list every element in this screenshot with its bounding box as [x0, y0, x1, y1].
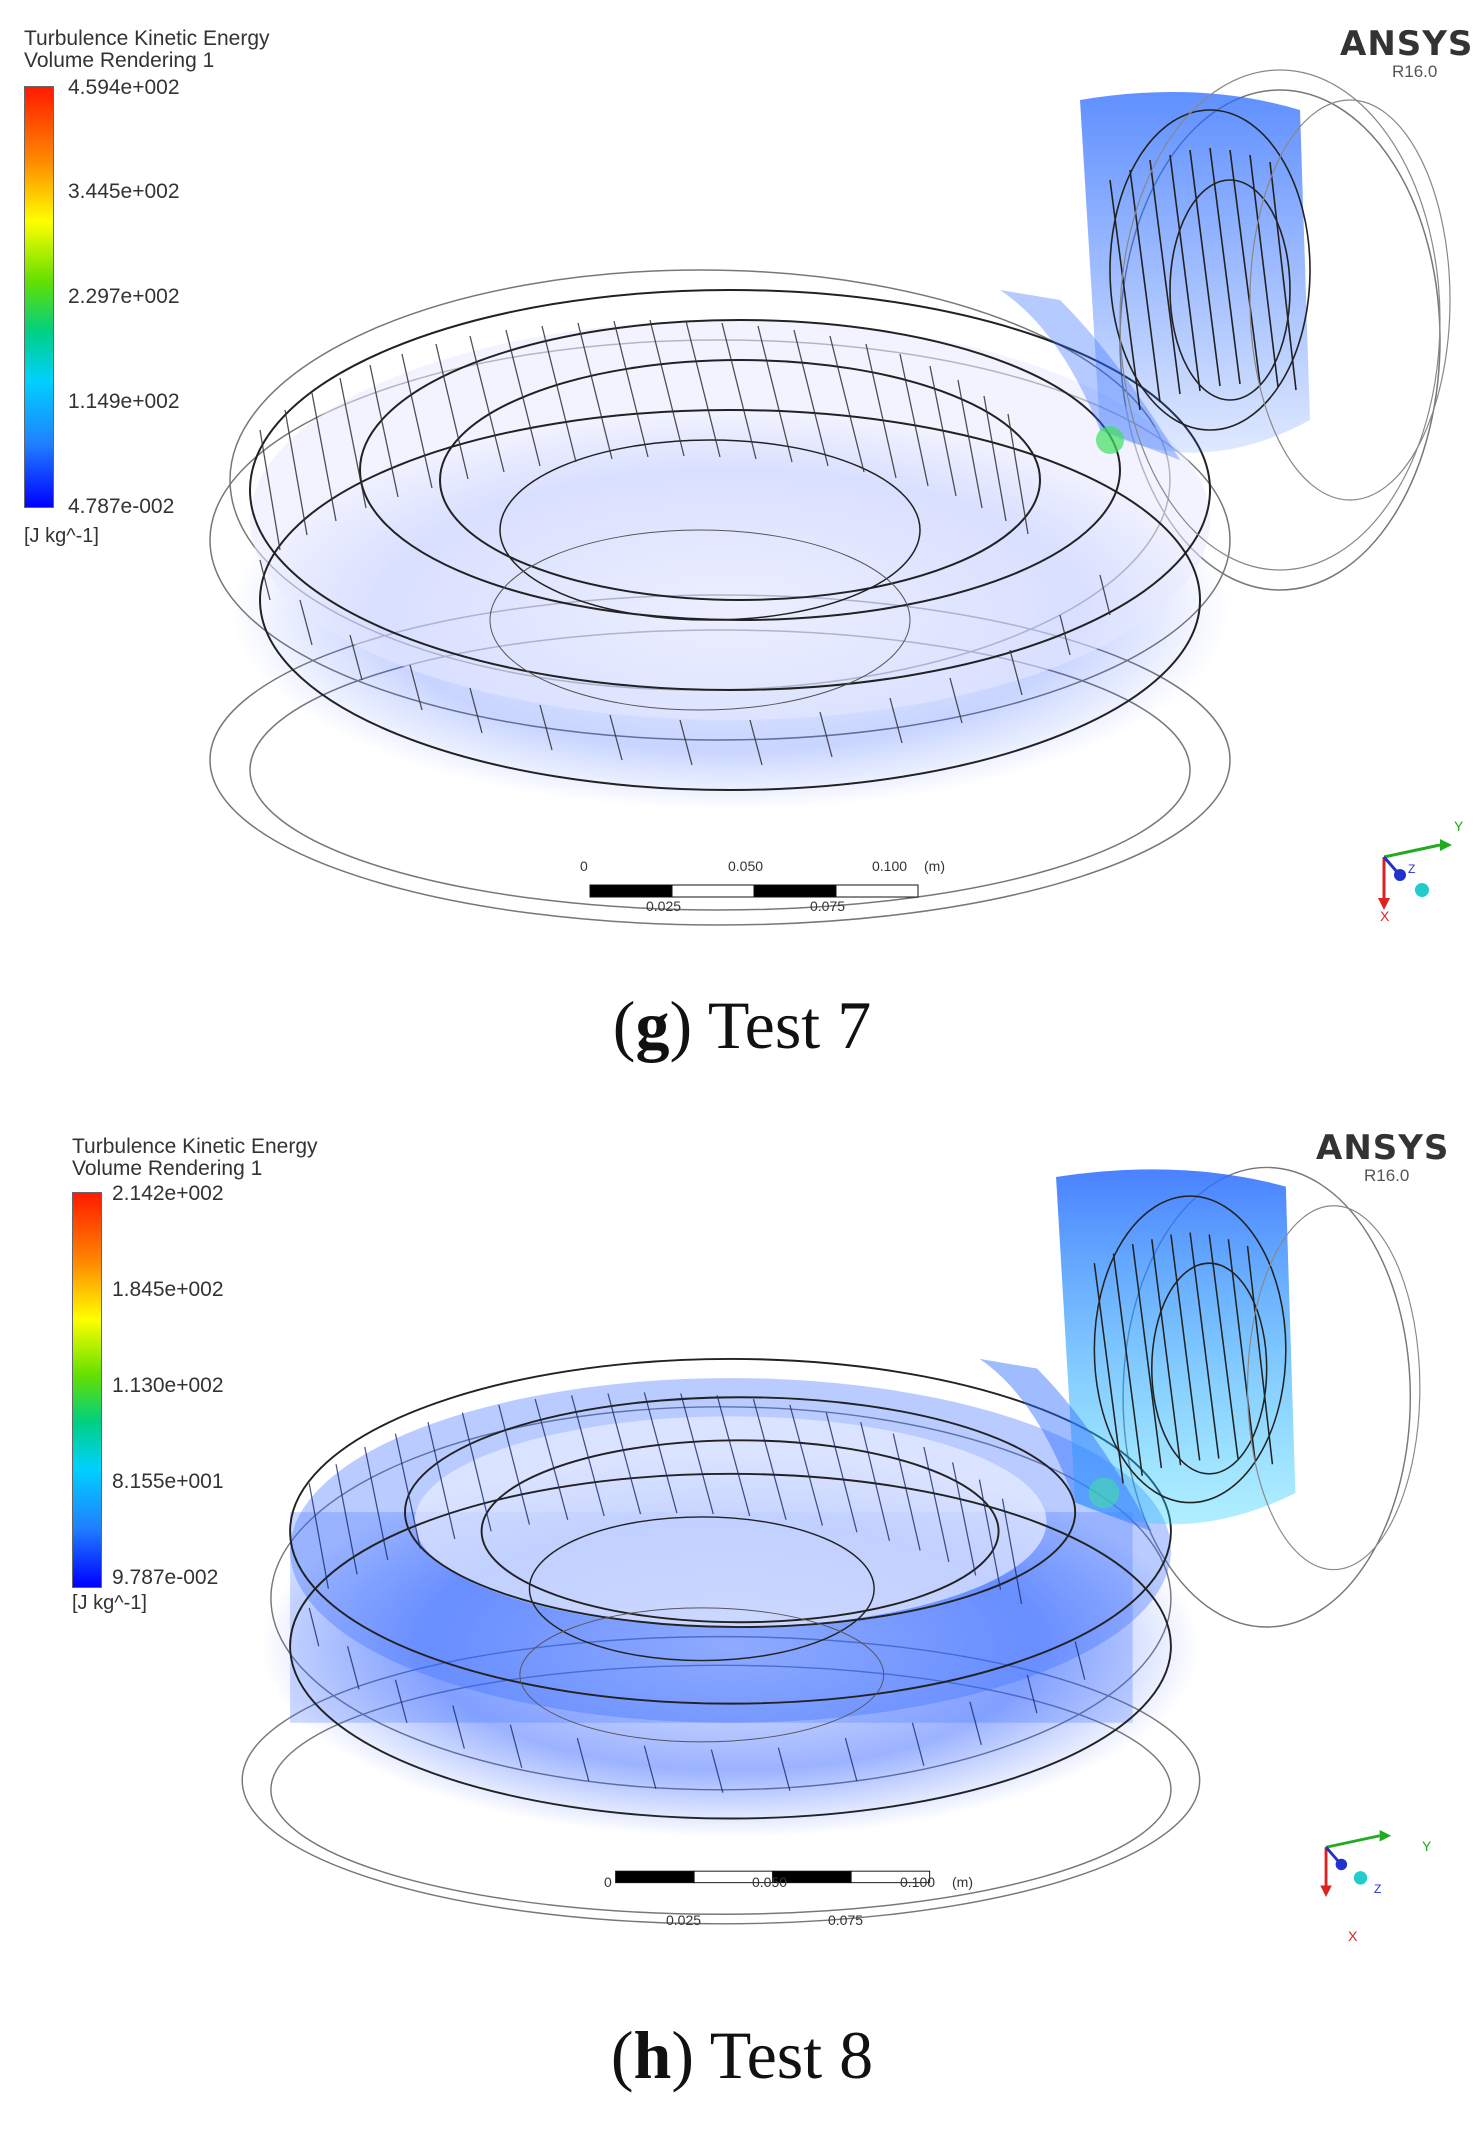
legend-value: 8.155e+001 [112, 1470, 224, 1493]
legend-title: Turbulence Kinetic Energy [24, 27, 270, 50]
mesh-hotspot [1096, 426, 1124, 454]
axis-z-label: Z [1374, 1882, 1382, 1896]
legend-subtitle: Volume Rendering 1 [24, 49, 215, 72]
legend-title: Turbulence Kinetic Energy [72, 1135, 318, 1158]
caption-text: Test 8 [709, 2017, 874, 2093]
scale-label: 0 [580, 858, 588, 874]
caption-g: (g) Test 7 [612, 987, 872, 1063]
legend-unit: [J kg^-1] [24, 525, 99, 547]
ansys-version: R16.0 [1364, 1166, 1410, 1185]
scale-label: 0.025 [646, 898, 682, 914]
scale-label: 0.050 [728, 858, 764, 874]
axis-x-label: X [1380, 908, 1390, 924]
scale-label: 0.100 [872, 858, 908, 874]
pinion-gear [1000, 69, 1451, 571]
axis-triad [1378, 839, 1452, 910]
legend-subtitle: Volume Rendering 1 [72, 1157, 263, 1180]
scale-label: 0.050 [752, 1874, 788, 1890]
axis-triad [1320, 1830, 1392, 1898]
legend-max-value: 4.594e+002 [68, 76, 180, 99]
legend-unit: [J kg^-1] [72, 1592, 147, 1614]
caption-letter: h [633, 2017, 672, 2093]
legend-value: 2.297e+002 [68, 285, 180, 308]
legend-max-value: 2.142e+002 [112, 1182, 224, 1205]
legend-min-value: 9.787e-002 [112, 1566, 219, 1589]
figure-panel-g: Turbulence Kinetic Energy Volume Renderi… [0, 0, 1484, 940]
ansys-version: R16.0 [1392, 62, 1438, 81]
axis-y-label: Y [1422, 1838, 1432, 1854]
ansys-logo: ANSYS [1316, 1128, 1450, 1168]
scale-label: 0 [604, 1874, 612, 1890]
scale-label: 0.075 [828, 1912, 864, 1928]
scale-label: 0.025 [666, 1912, 702, 1928]
scale-bar [615, 1870, 931, 1884]
legend-value: 3.445e+002 [68, 180, 180, 203]
figure-panel-h: Turbulence Kinetic Energy Volume Renderi… [0, 1110, 1484, 2010]
caption-text: Test 7 [707, 987, 872, 1063]
axis-z-label: Z [1408, 862, 1416, 876]
axis-y-label: Y [1454, 818, 1464, 834]
cfd-render-h [241, 1166, 1421, 1925]
legend-value: 1.130e+002 [112, 1374, 224, 1397]
axis-x-label: X [1348, 1928, 1358, 1944]
caption-h: (h) Test 8 [610, 2017, 874, 2093]
scale-bar [589, 884, 919, 898]
color-legend-bar [72, 1192, 102, 1588]
legend-value: 1.845e+002 [112, 1278, 224, 1301]
bevel-gear-ring [249, 289, 1211, 791]
legend-min-value: 4.787e-002 [68, 495, 175, 518]
color-legend-bar [24, 86, 54, 508]
scale-unit: (m) [952, 1874, 973, 1890]
cfd-render-g [209, 69, 1452, 926]
scale-label: 0.075 [810, 898, 846, 914]
caption-letter: g [635, 987, 670, 1063]
scale-unit: (m) [924, 858, 945, 874]
gear-teeth [259, 319, 1111, 766]
scale-label: 0.100 [900, 1874, 936, 1890]
legend-value: 1.149e+002 [68, 390, 180, 413]
ansys-logo: ANSYS [1340, 24, 1474, 64]
